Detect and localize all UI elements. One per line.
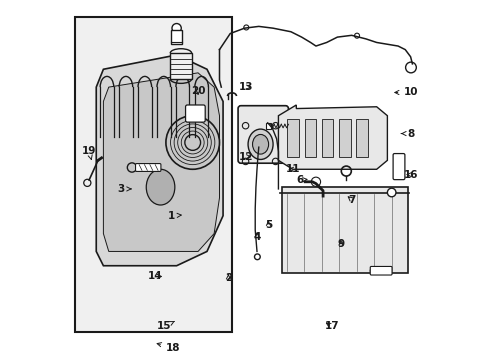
Text: 9: 9 bbox=[337, 239, 344, 249]
Text: 6: 6 bbox=[296, 175, 306, 185]
Text: 3: 3 bbox=[118, 184, 131, 194]
Ellipse shape bbox=[252, 134, 268, 154]
Bar bbox=[287, 119, 299, 157]
Text: 8: 8 bbox=[401, 129, 413, 139]
Text: 12: 12 bbox=[239, 152, 253, 162]
Text: 19: 19 bbox=[82, 147, 96, 159]
Text: 2: 2 bbox=[224, 273, 232, 283]
Text: 1: 1 bbox=[167, 211, 181, 221]
Circle shape bbox=[369, 267, 377, 274]
Bar bbox=[266, 123, 270, 129]
Text: 4: 4 bbox=[253, 232, 260, 242]
Text: 14: 14 bbox=[147, 271, 162, 282]
Text: 20: 20 bbox=[190, 86, 205, 96]
Bar bbox=[170, 53, 191, 79]
Ellipse shape bbox=[146, 169, 175, 205]
FancyBboxPatch shape bbox=[135, 163, 161, 171]
FancyBboxPatch shape bbox=[369, 266, 391, 275]
Bar bbox=[75, 18, 231, 332]
Polygon shape bbox=[103, 73, 219, 251]
FancyBboxPatch shape bbox=[185, 105, 205, 122]
FancyBboxPatch shape bbox=[392, 154, 404, 180]
Bar bbox=[338, 119, 350, 157]
Text: 18: 18 bbox=[157, 343, 180, 353]
Text: 10: 10 bbox=[394, 87, 417, 98]
Text: 17: 17 bbox=[324, 321, 339, 332]
Circle shape bbox=[172, 23, 181, 33]
Polygon shape bbox=[96, 55, 223, 266]
Polygon shape bbox=[282, 187, 407, 273]
Text: 13: 13 bbox=[239, 82, 253, 92]
Text: 7: 7 bbox=[347, 195, 355, 204]
Ellipse shape bbox=[247, 129, 272, 159]
Bar bbox=[304, 119, 316, 157]
Bar bbox=[171, 30, 182, 44]
Polygon shape bbox=[278, 105, 386, 169]
Text: 16: 16 bbox=[403, 170, 417, 180]
Text: 11: 11 bbox=[285, 164, 299, 174]
Text: 15: 15 bbox=[157, 321, 174, 332]
Bar bbox=[355, 119, 367, 157]
Circle shape bbox=[311, 177, 320, 186]
Bar bbox=[321, 119, 333, 157]
Circle shape bbox=[386, 188, 395, 197]
Text: 5: 5 bbox=[264, 220, 271, 230]
FancyBboxPatch shape bbox=[238, 106, 288, 163]
